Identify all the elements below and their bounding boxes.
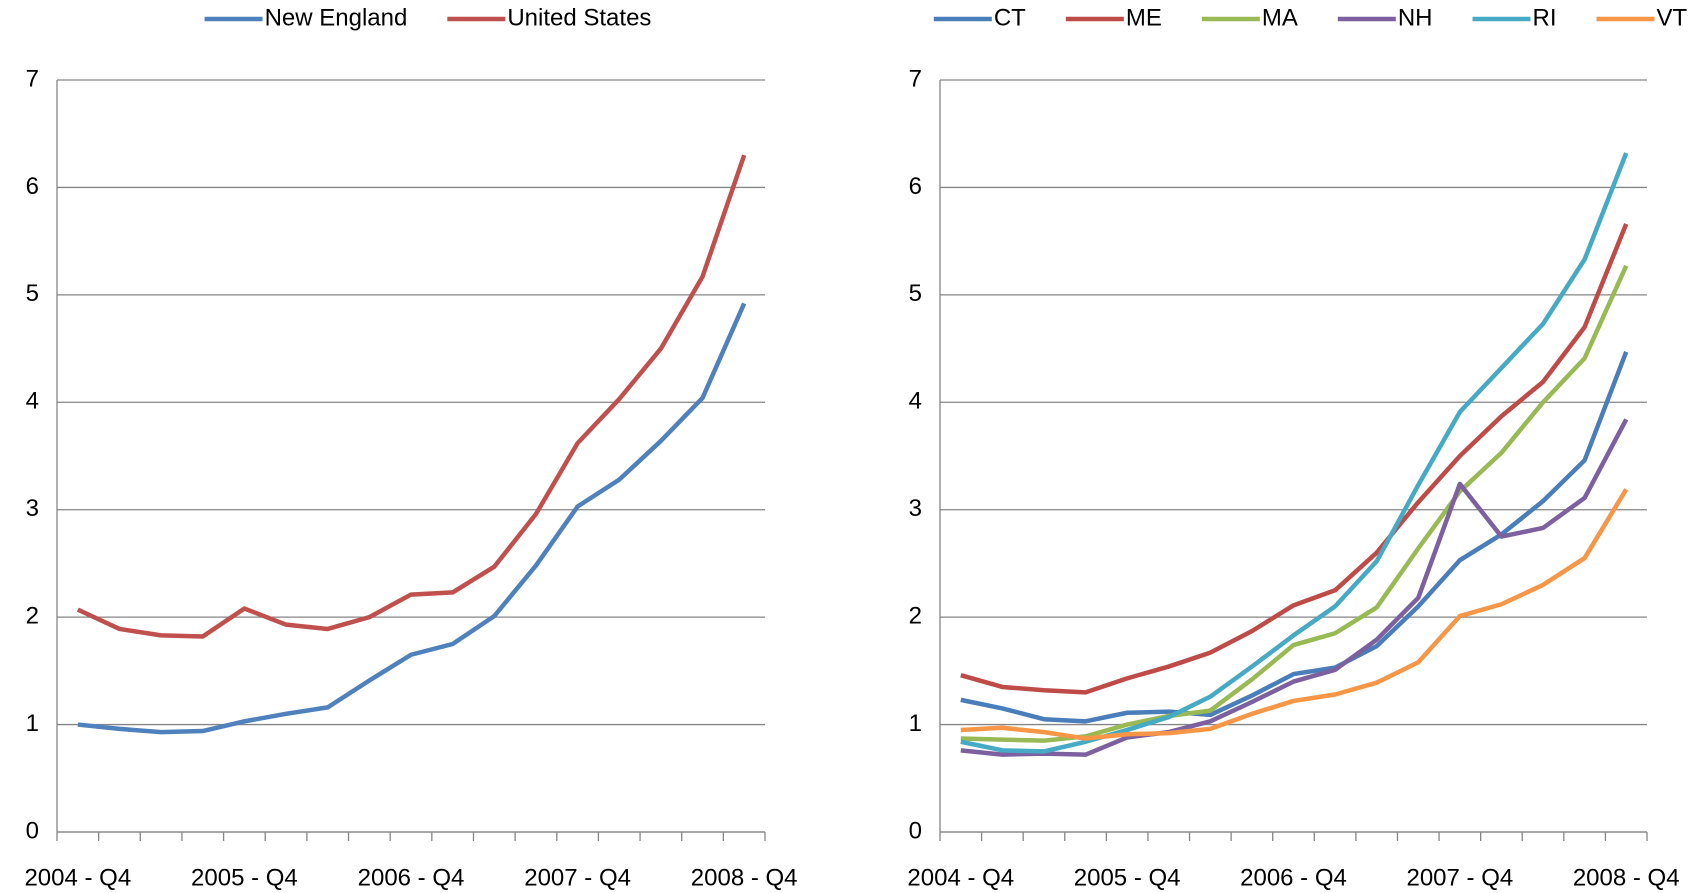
legend-label: VT xyxy=(1657,4,1688,31)
legend-label: New England xyxy=(265,4,408,31)
legend-label: CT xyxy=(994,4,1026,31)
y-tick-label: 2 xyxy=(909,602,922,629)
x-tick-label: 2006 - Q4 xyxy=(358,864,465,891)
y-tick-label: 6 xyxy=(909,173,922,200)
series-line xyxy=(76,154,747,639)
y-tick-label: 5 xyxy=(26,280,39,307)
y-tick-label: 5 xyxy=(909,280,922,307)
series-line xyxy=(77,302,747,735)
legend-label: RI xyxy=(1533,4,1557,31)
y-tick-label: 3 xyxy=(26,495,39,522)
y-tick-label: 7 xyxy=(909,65,922,92)
y-tick-label: 0 xyxy=(909,817,922,844)
series-line xyxy=(960,264,1629,743)
series-line xyxy=(960,418,1629,757)
x-tick-label: 2008 - Q4 xyxy=(691,864,798,891)
y-tick-label: 7 xyxy=(26,65,39,92)
x-tick-label: 2006 - Q4 xyxy=(1240,864,1347,891)
y-tick-label: 1 xyxy=(909,710,922,737)
legend-label: United States xyxy=(507,4,651,31)
x-tick-label: 2007 - Q4 xyxy=(1406,864,1513,891)
y-tick-label: 1 xyxy=(26,710,39,737)
legend-label: MA xyxy=(1262,4,1298,31)
x-tick-label: 2005 - Q4 xyxy=(1074,864,1181,891)
x-tick-label: 2005 - Q4 xyxy=(191,864,298,891)
y-tick-label: 6 xyxy=(26,173,39,200)
series-line xyxy=(960,152,1629,754)
x-tick-label: 2007 - Q4 xyxy=(524,864,631,891)
y-tick-label: 4 xyxy=(26,388,39,415)
y-tick-label: 2 xyxy=(26,602,39,629)
series-line xyxy=(960,488,1629,741)
y-tick-label: 3 xyxy=(909,495,922,522)
x-tick-label: 2008 - Q4 xyxy=(1573,864,1680,891)
x-tick-label: 2004 - Q4 xyxy=(907,864,1014,891)
legend-label: NH xyxy=(1398,4,1433,31)
series-line xyxy=(960,350,1629,724)
x-tick-label: 2004 - Q4 xyxy=(24,864,131,891)
series-line xyxy=(960,223,1629,695)
y-tick-label: 0 xyxy=(26,817,39,844)
legend-label: ME xyxy=(1126,4,1162,31)
y-tick-label: 4 xyxy=(909,388,922,415)
